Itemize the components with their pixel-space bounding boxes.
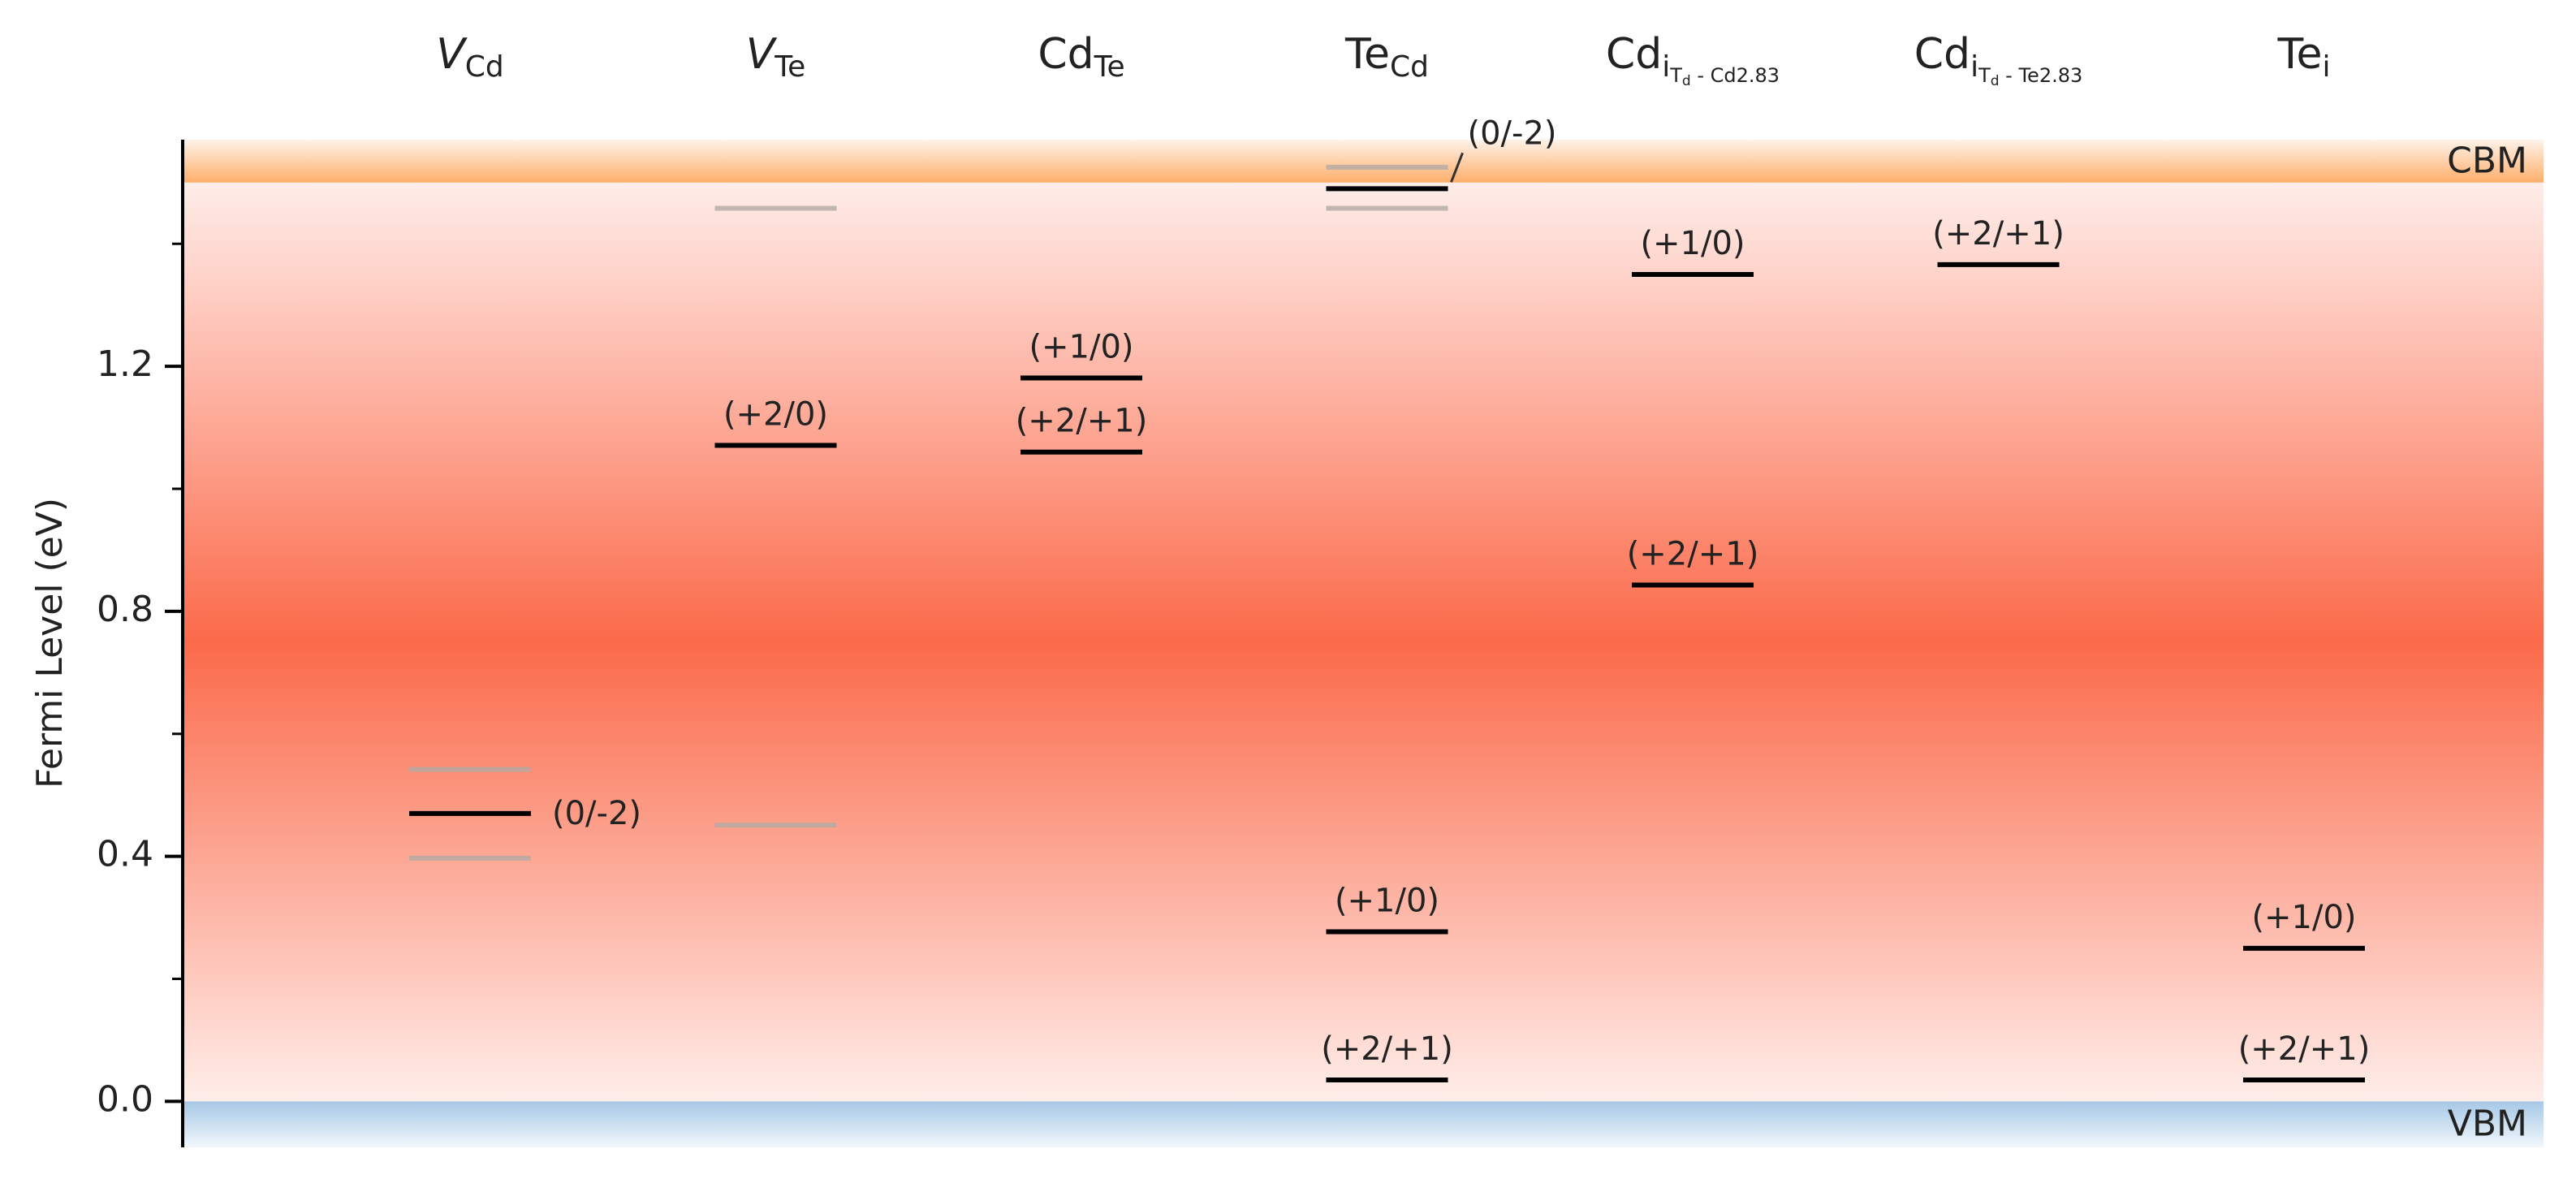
defect-label-part: Cd	[1606, 30, 1662, 79]
defect-label: CdiTd - Cd2.83	[1606, 30, 1780, 89]
defect-label-part: i	[2322, 50, 2330, 84]
valence-band	[183, 1101, 2544, 1147]
level-label: (+2/+1)	[1627, 535, 1759, 572]
level-label: (+1/0)	[1029, 328, 1133, 365]
level-label: (+2/0)	[723, 395, 828, 433]
defect-label-part: d	[1991, 73, 2000, 89]
level-label: (0/-2)	[1468, 114, 1557, 152]
level-label: (+2/+1)	[1932, 215, 2065, 253]
defect-label-part: V	[436, 30, 468, 79]
defect-label-part: Te	[1344, 30, 1390, 79]
conduction-band	[183, 140, 2544, 183]
defect-label-part: - Cd2.83	[1691, 64, 1780, 87]
defect-label-part: V	[746, 30, 778, 79]
defect-label-part: Cd	[1038, 30, 1094, 79]
defect-label-part: Te	[1094, 50, 1125, 84]
band-label: CBM	[2447, 140, 2527, 181]
defect-label: VTe	[746, 30, 806, 84]
defect-label: TeCd	[1344, 30, 1429, 84]
defect-label: CdiTd - Te2.83	[1914, 30, 2083, 89]
level-label: (+2/+1)	[1321, 1030, 1453, 1068]
y-axis-title: Fermi Level (eV)	[29, 498, 71, 788]
band-gap	[183, 182, 2544, 1102]
defect-label: CdTe	[1038, 30, 1124, 84]
defect-label-part: - Te2.83	[2000, 64, 2083, 87]
level-pointer	[1450, 152, 1464, 183]
level-label: (+2/+1)	[1016, 403, 1148, 440]
y-tick-label: 1.2	[97, 343, 153, 385]
defect-label-part: i	[1662, 50, 1670, 84]
defect-label: Tei	[2277, 30, 2331, 84]
defect-label-part: d	[1682, 73, 1691, 89]
defect-label-part: Cd	[1390, 50, 1429, 84]
defect-label-part: T	[1978, 64, 1991, 87]
y-tick-label: 0.0	[97, 1078, 153, 1120]
defect-label-part: i	[1970, 50, 1978, 84]
defect-label-part: Cd	[1914, 30, 1970, 79]
defect-label-part: T	[1669, 64, 1682, 87]
level-label: (+2/+1)	[2238, 1030, 2371, 1068]
level-label: (+1/0)	[1335, 882, 1439, 919]
y-tick-label: 0.8	[97, 589, 153, 630]
band-label: VBM	[2448, 1103, 2527, 1145]
defect-label-part: Cd	[465, 50, 504, 84]
level-label: (+1/0)	[2251, 899, 2356, 936]
level-label: (+1/0)	[1640, 225, 1745, 262]
level-label: (0/-2)	[552, 795, 641, 832]
defect-label: VCd	[436, 30, 504, 84]
y-tick-label: 0.4	[97, 834, 153, 875]
defect-label-part: Te	[2277, 30, 2323, 79]
defect-label-part: Te	[774, 50, 805, 84]
